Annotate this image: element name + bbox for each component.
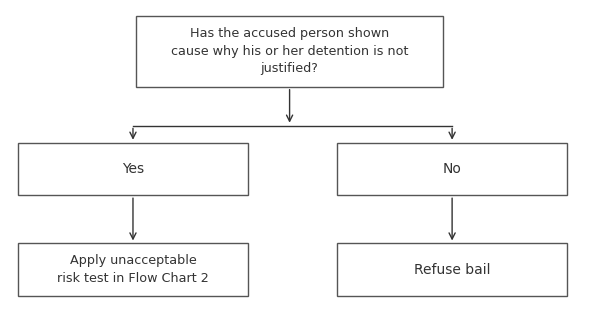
FancyBboxPatch shape [18,243,248,296]
Text: Refuse bail: Refuse bail [414,263,491,277]
FancyBboxPatch shape [337,243,567,296]
Text: Has the accused person shown
cause why his or her detention is not
justified?: Has the accused person shown cause why h… [171,27,408,75]
FancyBboxPatch shape [136,16,443,87]
Text: No: No [443,162,462,176]
FancyBboxPatch shape [337,143,567,195]
FancyBboxPatch shape [18,143,248,195]
Text: Yes: Yes [122,162,144,176]
Text: Apply unacceptable
risk test in Flow Chart 2: Apply unacceptable risk test in Flow Cha… [57,255,209,285]
